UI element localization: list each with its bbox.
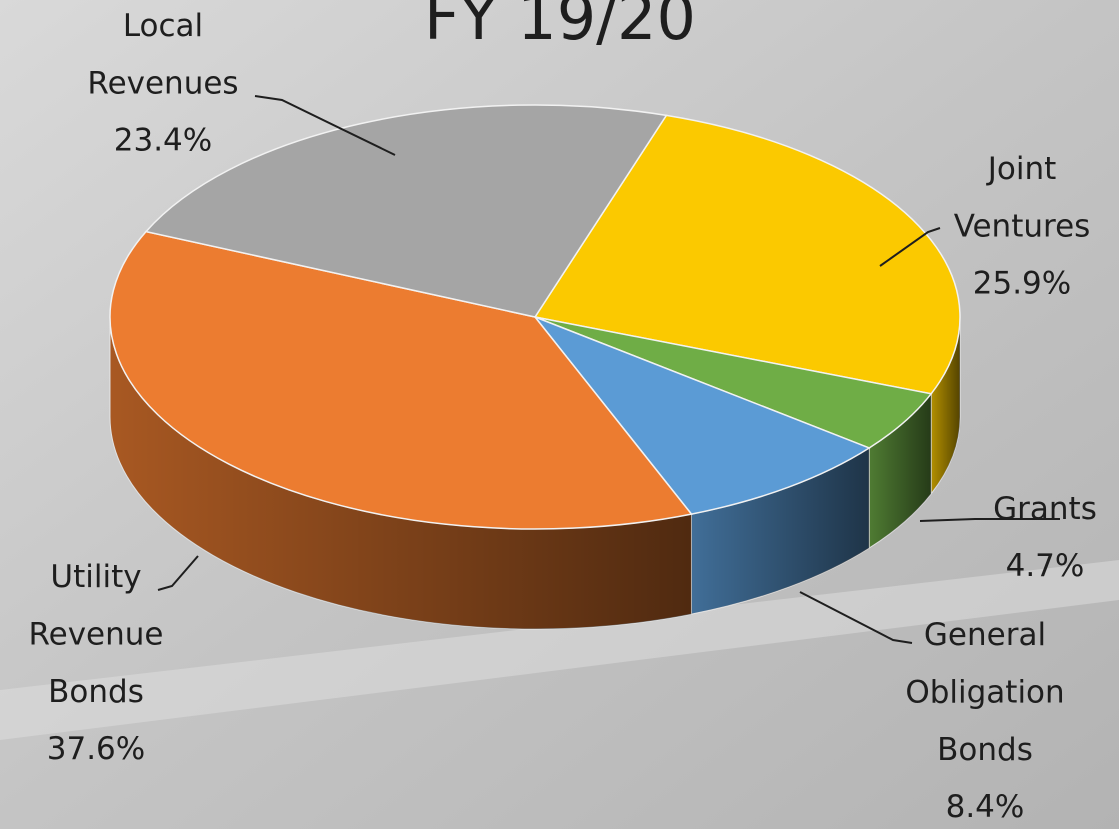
label-line: Ventures: [954, 208, 1091, 244]
value-label: 23.4%: [114, 123, 212, 159]
label-line: Revenues: [87, 65, 238, 101]
label-line: General: [924, 617, 1046, 653]
page: FY 19/20 Joint Ventures 25.9% Grants 4.7% Gen…: [0, 0, 1119, 829]
pie: [110, 105, 960, 629]
category-label: Grants: [993, 491, 1097, 527]
value-label: 8.4%: [946, 789, 1025, 825]
label-line: Local: [123, 8, 203, 44]
label-line: Bonds: [937, 732, 1033, 768]
chart-title: FY 19/20: [424, 0, 696, 54]
label-line: Grants: [993, 491, 1097, 527]
chart: FY 19/20 Joint Ventures 25.9% Grants 4.7% Gen…: [0, 0, 1119, 829]
value-label: 25.9%: [973, 266, 1071, 302]
label-line: Utility: [50, 559, 141, 595]
label-line: Joint: [986, 151, 1057, 187]
value-label: 37.6%: [47, 731, 145, 767]
label-line: Bonds: [48, 674, 144, 710]
value-label: 4.7%: [1006, 548, 1085, 584]
label-line: Obligation: [905, 674, 1064, 710]
label-line: Revenue: [28, 616, 163, 652]
